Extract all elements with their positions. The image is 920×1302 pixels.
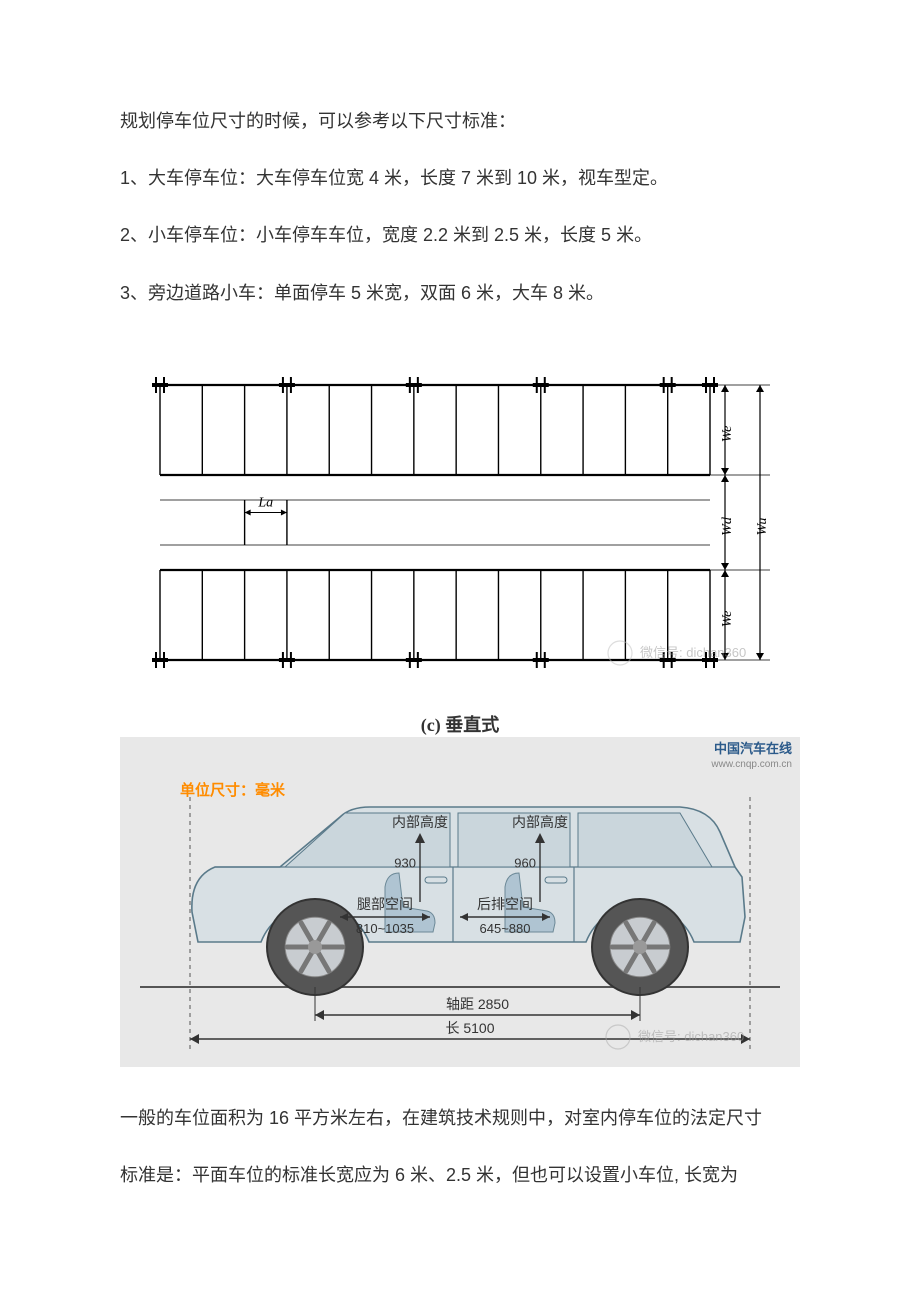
svg-text:单位尺寸：毫米: 单位尺寸：毫米: [180, 781, 286, 799]
svg-text:腿部空间: 腿部空间: [357, 896, 413, 912]
item-2: 2、小车停车位：小车停车车位，宽度 2.2 米到 2.5 米，长度 5 米。: [120, 214, 800, 257]
svg-text:轴距 2850: 轴距 2850: [446, 996, 509, 1012]
bottom-para-1: 一般的车位面积为 16 平方米左右，在建筑技术规则中，对室内停车位的法定尺寸: [120, 1097, 800, 1140]
parking-layout-diagram: La We Wd We Wu 微信号: dichan360: [120, 355, 800, 705]
bottom-para-2: 标准是：平面车位的标准长宽应为 6 米、2.5 米，但也可以设置小车位, 长宽为: [120, 1154, 800, 1197]
svg-text:微信号: dichan360: 微信号: dichan360: [638, 1029, 744, 1044]
svg-text:内部高度: 内部高度: [512, 814, 568, 830]
svg-text:810~1035: 810~1035: [356, 921, 414, 936]
svg-text:Wu: Wu: [755, 517, 770, 535]
svg-text:中国汽车在线: 中国汽车在线: [714, 741, 792, 756]
diagram-section: La We Wd We Wu 微信号: dichan360 (c) 垂直式 中国汽车在线 w…: [120, 355, 800, 1067]
diagram-caption: (c) 垂直式: [120, 711, 800, 737]
svg-text:长 5100: 长 5100: [445, 1020, 494, 1036]
svg-text:后排空间: 后排空间: [477, 896, 533, 912]
svg-text:La: La: [257, 495, 273, 510]
svg-text:内部高度: 内部高度: [392, 814, 448, 830]
svg-text:645~880: 645~880: [480, 921, 531, 936]
svg-text:Wd: Wd: [720, 516, 735, 536]
svg-text:We: We: [720, 425, 735, 442]
svg-text:www.cnqp.com.cn: www.cnqp.com.cn: [710, 759, 792, 770]
item-3: 3、旁边道路小车：单面停车 5 米宽，双面 6 米，大车 8 米。: [120, 272, 800, 315]
svg-text:We: We: [720, 610, 735, 627]
svg-text:960: 960: [514, 855, 536, 870]
svg-text:微信号: dichan360: 微信号: dichan360: [640, 645, 746, 660]
item-1: 1、大车停车位：大车停车位宽 4 米，长度 7 米到 10 米，视车型定。: [120, 157, 800, 200]
car-dimension-diagram: 中国汽车在线 www.cnqp.com.cn 单位尺寸：毫米内部高度 930 内部高度 9…: [120, 737, 800, 1067]
intro-text: 规划停车位尺寸的时候，可以参考以下尺寸标准：: [120, 100, 800, 143]
svg-text:930: 930: [394, 855, 416, 870]
